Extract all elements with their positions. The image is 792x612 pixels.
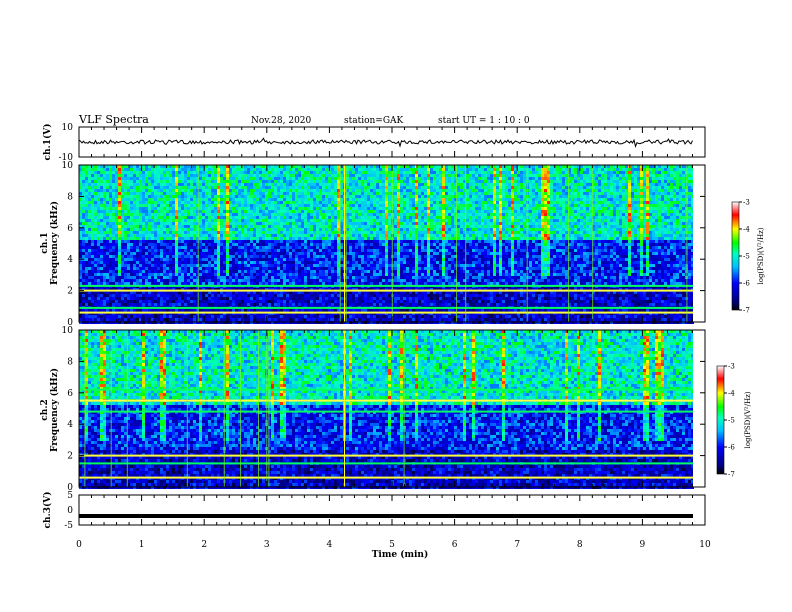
ch1-spec-ylabel-line1: ch.1 bbox=[40, 232, 50, 253]
ch2-colorbar-gradient bbox=[716, 365, 725, 475]
ch2-spec-ytick-label: 0 bbox=[67, 483, 73, 493]
ch2-spec-ytick-label: 8 bbox=[67, 357, 73, 367]
ch1-colorbar-label: log(PSD)(V²/Hz) bbox=[757, 227, 765, 284]
ch2-spectrogram-yticks: 10 8 6 4 2 0 bbox=[62, 326, 705, 493]
ch2-spec-ytick-label: 6 bbox=[67, 389, 73, 399]
ch2-colorbar-tick-label: -4 bbox=[728, 390, 735, 398]
time-xtick-label: 9 bbox=[640, 540, 646, 550]
ch2-spec-ytick-label: 4 bbox=[67, 420, 73, 430]
ch1-spec-ylabel-line2: Frequency (kHz) bbox=[49, 201, 60, 285]
ch1-spec-ytick-label: 10 bbox=[62, 161, 74, 171]
ch2-colorbar-tick-label: -3 bbox=[728, 363, 735, 371]
ch3-ytick-top: 5 bbox=[67, 491, 73, 501]
ch1-colorbar-tick-label: -3 bbox=[743, 199, 750, 207]
ch2-spec-ylabel-line1: ch.2 bbox=[40, 399, 50, 420]
time-xtick-marks bbox=[78, 127, 706, 525]
time-xtick-label: 6 bbox=[452, 540, 458, 550]
time-xtick-labels: 0 1 2 3 4 5 6 7 8 9 10 bbox=[76, 540, 711, 550]
ch1-volt-ylabel: ch.1(V) bbox=[42, 124, 53, 161]
time-xtick-label: 8 bbox=[577, 540, 583, 550]
ch1-spec-ytick-label: 2 bbox=[67, 287, 73, 297]
ch3-ytick-mid: 0 bbox=[67, 506, 73, 516]
station-label: station=GAK bbox=[344, 116, 404, 126]
time-xtick-label: 10 bbox=[699, 540, 711, 550]
ch1-colorbar-gradient bbox=[731, 201, 740, 311]
ch1-colorbar-tick-label: -4 bbox=[743, 226, 750, 234]
time-xtick-label: 5 bbox=[389, 540, 395, 550]
time-xtick-label: 4 bbox=[327, 540, 333, 550]
ch2-colorbar: -3 -4 -5 -6 -7 log(PSD)(V²/Hz) bbox=[716, 363, 752, 479]
ch1-colorbar-ticks: -3 -4 -5 -6 -7 bbox=[739, 199, 750, 315]
ch1-colorbar: -3 -4 -5 -6 -7 log(PSD)(V²/Hz) bbox=[731, 199, 765, 315]
ch2-spectrogram-panel: 10 8 6 4 2 0 ch.2 Frequency (kHz) bbox=[40, 326, 706, 493]
ch1-colorbar-tick-label: -6 bbox=[743, 280, 750, 288]
time-xtick-label: 2 bbox=[201, 540, 207, 550]
time-xtick-label: 7 bbox=[514, 540, 520, 550]
ch2-colorbar-tick-label: -5 bbox=[728, 417, 735, 425]
ch2-colorbar-label: log(PSD)(V²/Hz) bbox=[744, 391, 752, 448]
ch2-colorbar-ticks: -3 -4 -5 -6 -7 bbox=[724, 363, 735, 479]
ch1-spec-ytick-label: 8 bbox=[67, 192, 73, 202]
ch1-spec-ytick-label: 6 bbox=[67, 224, 73, 234]
ch1-spec-ytick-label: 4 bbox=[67, 255, 73, 265]
time-xtick-label: 1 bbox=[139, 540, 145, 550]
ch3-waveform-panel: 5 0 -5 ch.3(V) 0 1 2 3 4 5 6 7 8 9 10 Time (min) bbox=[42, 491, 711, 560]
ch1-colorbar-tick-label: -5 bbox=[743, 253, 750, 261]
ch1-spectrogram-yticks: 10 8 6 4 2 0 bbox=[62, 161, 705, 328]
ch2-colorbar-tick-label: -6 bbox=[728, 444, 735, 452]
ch1-ytick-bottom: -10 bbox=[59, 153, 74, 163]
ch1-spectrogram-panel: 10 8 6 4 2 0 ch.1 Frequency (kHz) bbox=[40, 161, 706, 328]
ch1-ytick-top: 10 bbox=[62, 123, 74, 133]
ch3-ytick-bottom: -5 bbox=[64, 521, 73, 531]
time-xtick-label: 3 bbox=[264, 540, 270, 550]
ch3-volt-ylabel: ch.3(V) bbox=[42, 492, 53, 529]
ch1-spec-ytick-label: 0 bbox=[67, 318, 73, 328]
ch1-waveform-trace bbox=[78, 137, 693, 149]
start-time-label: start UT = 1 : 10 : 0 bbox=[438, 116, 530, 126]
ch2-spec-ytick-label: 10 bbox=[62, 326, 74, 336]
ch2-spec-ytick-label: 2 bbox=[67, 452, 73, 462]
ch2-spectrogram-image bbox=[79, 330, 705, 489]
time-xtick-label: 0 bbox=[76, 540, 82, 550]
ch2-spec-ylabel-line2: Frequency (kHz) bbox=[49, 368, 60, 452]
date-label: Nov.28, 2020 bbox=[251, 116, 312, 126]
figure-title: VLF Spectra bbox=[78, 113, 149, 126]
ch2-colorbar-tick-label: -7 bbox=[728, 471, 735, 479]
ch3-waveform-trace bbox=[79, 514, 693, 518]
time-xlabel: Time (min) bbox=[372, 549, 429, 560]
ch1-colorbar-tick-label: -7 bbox=[743, 307, 750, 315]
ch1-spectrogram-image bbox=[79, 165, 705, 324]
